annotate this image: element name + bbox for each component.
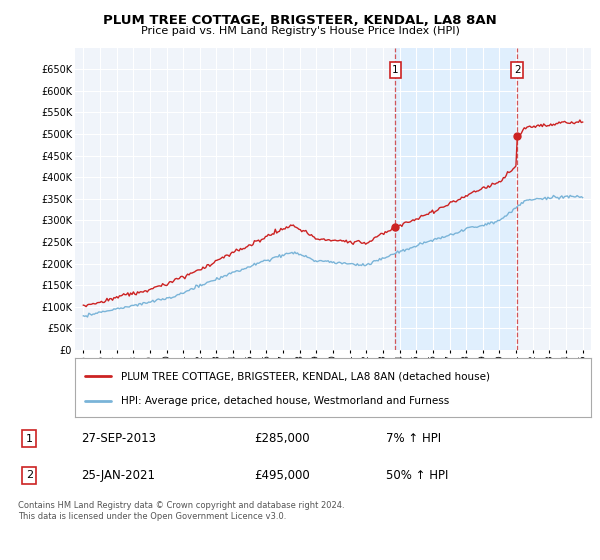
Text: 1: 1 [26,434,33,444]
Text: HPI: Average price, detached house, Westmorland and Furness: HPI: Average price, detached house, West… [121,396,449,406]
Text: £285,000: £285,000 [254,432,310,445]
Bar [395,48,517,350]
Text: PLUM TREE COTTAGE, BRIGSTEER, KENDAL, LA8 8AN (detached house): PLUM TREE COTTAGE, BRIGSTEER, KENDAL, LA… [121,371,490,381]
Text: £495,000: £495,000 [254,469,310,482]
Text: 25-JAN-2021: 25-JAN-2021 [81,469,155,482]
Text: Price paid vs. HM Land Registry's House Price Index (HPI): Price paid vs. HM Land Registry's House … [140,26,460,36]
Text: 2: 2 [514,65,521,75]
Text: 7% ↑ HPI: 7% ↑ HPI [386,432,442,445]
Text: PLUM TREE COTTAGE, BRIGSTEER, KENDAL, LA8 8AN: PLUM TREE COTTAGE, BRIGSTEER, KENDAL, LA… [103,14,497,27]
Text: Contains HM Land Registry data © Crown copyright and database right 2024.
This d: Contains HM Land Registry data © Crown c… [18,501,344,521]
Text: 50% ↑ HPI: 50% ↑ HPI [386,469,449,482]
Text: 2: 2 [26,470,33,480]
Text: 1: 1 [392,65,399,75]
Text: 27-SEP-2013: 27-SEP-2013 [81,432,156,445]
